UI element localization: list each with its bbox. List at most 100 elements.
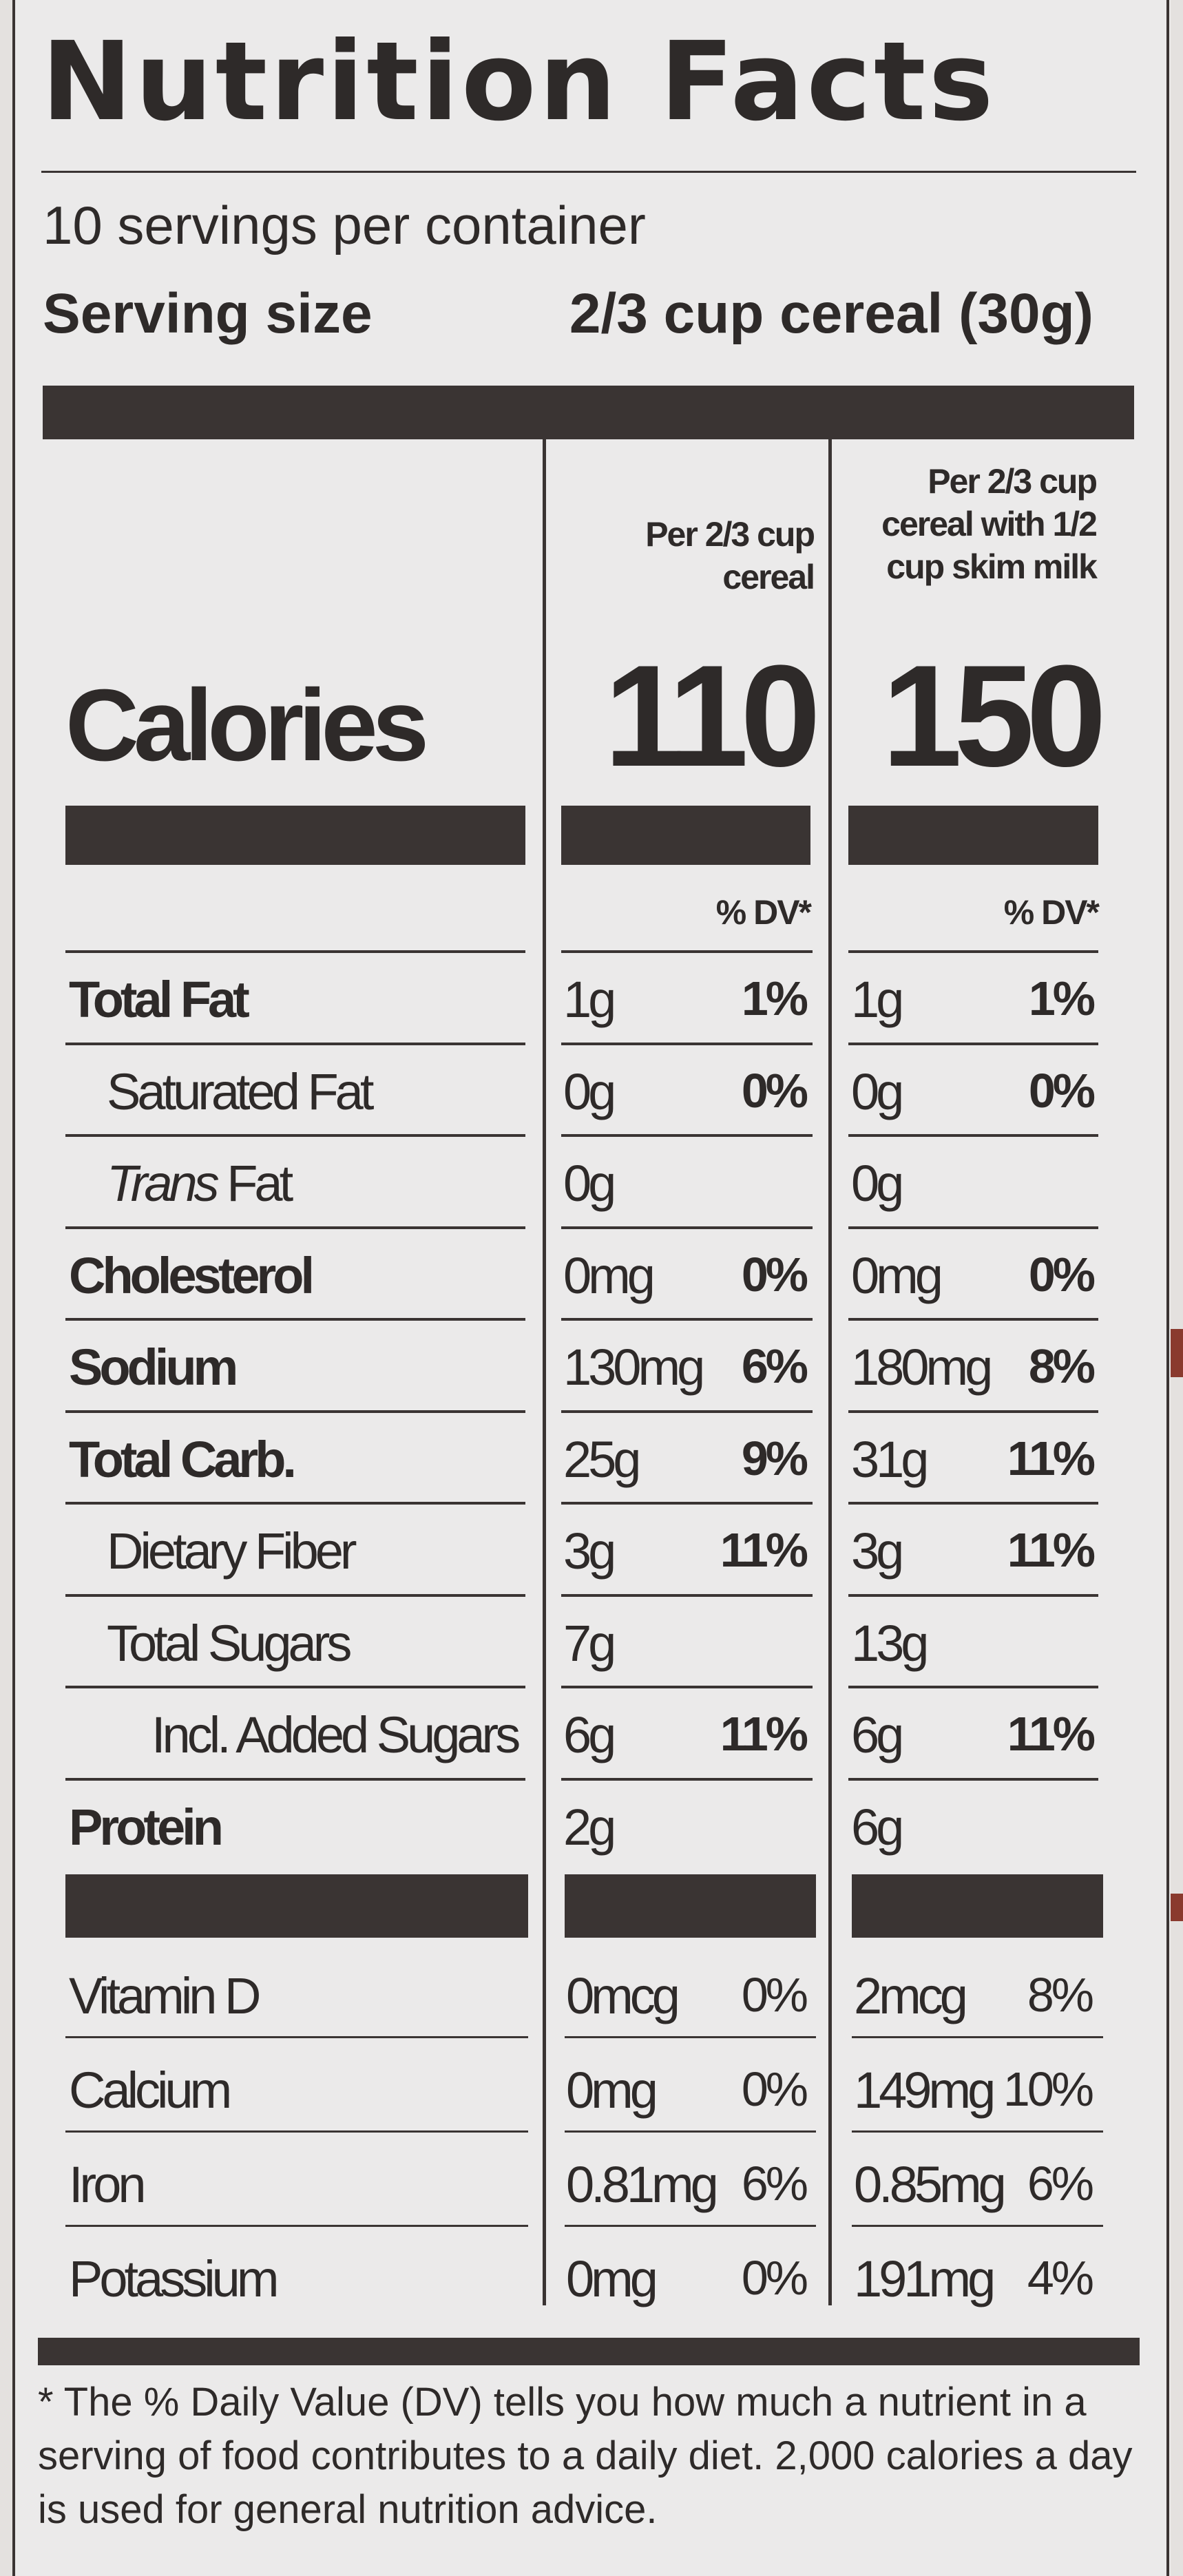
- dv-col2: 0%: [1028, 1063, 1096, 1118]
- row-rule: [561, 950, 813, 953]
- vitamin-dv-col2: 8%: [1027, 1968, 1094, 2022]
- row-rule: [852, 2036, 1103, 2038]
- row-rule: [561, 1593, 813, 1597]
- vitamin-dv-col2: 10%: [1003, 2062, 1094, 2116]
- row-rule: [65, 1593, 525, 1597]
- vitamin-name: Calcium: [69, 2062, 232, 2119]
- column-divider: [543, 439, 546, 2305]
- dv-col1: 11%: [720, 1707, 808, 1761]
- dv-col1: 1%: [741, 972, 808, 1025]
- row-rule: [848, 1686, 1098, 1688]
- vitamin-dv-col2: 4%: [1027, 2251, 1094, 2305]
- nutrient-name-suffix: Fat: [216, 1155, 293, 1212]
- vitamin-amount-col2: 0.85mg: [854, 2156, 1007, 2213]
- column-2-header-line: cereal with 1/2: [881, 505, 1098, 543]
- vitamin-amount-col2: 191mg: [854, 2250, 996, 2307]
- footnote-divider: [38, 2338, 1140, 2365]
- dv-col2: 11%: [1007, 1523, 1096, 1577]
- amount-col2: 0g: [851, 1155, 904, 1212]
- row-rule: [561, 1226, 813, 1229]
- vitamins-bar: [65, 1874, 528, 1938]
- amount-col1: 7g: [563, 1614, 616, 1672]
- amount-col2: 31g: [851, 1430, 929, 1488]
- row-rule: [848, 1502, 1098, 1505]
- row-rule: [65, 1410, 525, 1413]
- amount-col1: 0mg: [563, 1246, 656, 1304]
- amount-col2: 6g: [851, 1798, 904, 1856]
- row-rule: [565, 2036, 816, 2038]
- dv-col2: 11%: [1007, 1707, 1096, 1761]
- row-rule: [561, 1777, 813, 1781]
- footnote-line: * The % Daily Value (DV) tells you how m…: [38, 2380, 1087, 2425]
- amount-col1: 6g: [563, 1706, 616, 1763]
- calories-value-col2: 150: [881, 635, 1107, 797]
- nutrient-name: Total Fat: [69, 971, 250, 1028]
- row-rule: [848, 1042, 1098, 1045]
- nutrient-name: Total Carb.: [69, 1430, 297, 1488]
- amount-col1: 3g: [563, 1522, 616, 1580]
- vitamin-amount-col1: 0mcg: [566, 1967, 680, 2024]
- column-1-header: Per 2/3 cup cereal: [558, 513, 815, 598]
- dv-col2: 8%: [1028, 1339, 1096, 1393]
- footnote-line: is used for general nutrition advice.: [38, 2487, 658, 2532]
- amount-col2: 3g: [851, 1522, 904, 1580]
- row-rule: [65, 2036, 528, 2038]
- calories-bar: [848, 806, 1098, 865]
- row-rule: [561, 1502, 813, 1505]
- row-rule: [848, 1410, 1098, 1413]
- calories-value-col1: 110: [604, 635, 821, 797]
- nutrient-name: Total Sugars: [107, 1614, 352, 1672]
- vitamin-dv-col1: 6%: [741, 2157, 808, 2210]
- vitamin-dv-col1: 0%: [741, 2251, 808, 2305]
- row-rule: [561, 1042, 813, 1045]
- row-rule: [848, 1593, 1098, 1597]
- vitamin-dv-col2: 6%: [1027, 2157, 1094, 2210]
- column-2-header-line: Per 2/3 cup: [928, 462, 1098, 501]
- thick-divider: [43, 386, 1134, 439]
- vitamin-amount-col2: 149mg: [854, 2062, 996, 2119]
- nutrient-name: Incl. Added Sugars: [151, 1706, 521, 1763]
- package-edge-mark: [1171, 1329, 1183, 1377]
- nutrient-name: Sodium: [69, 1339, 238, 1396]
- column-2-header-line: cup skim milk: [886, 547, 1098, 586]
- row-rule: [848, 1226, 1098, 1229]
- amount-col2: 0g: [851, 1062, 904, 1120]
- row-rule: [65, 1318, 525, 1321]
- dv-col1: 9%: [741, 1431, 808, 1485]
- label-title: Nutrition Facts: [41, 19, 996, 145]
- column-1-header-line: Per 2/3 cup: [645, 515, 815, 554]
- amount-col2: 1g: [851, 971, 904, 1028]
- dv-header-col2: % DV*: [1003, 893, 1100, 932]
- vitamin-name: Iron: [69, 2156, 146, 2213]
- dv-col1: 0%: [741, 1063, 808, 1118]
- calories-label: Calories: [65, 669, 429, 782]
- vitamin-amount-col1: 0mg: [566, 2062, 658, 2119]
- amount-col1: 25g: [563, 1430, 641, 1488]
- column-divider: [828, 439, 832, 2305]
- row-rule: [561, 1686, 813, 1688]
- serving-size-value: 2/3 cup cereal (30g): [569, 282, 1093, 345]
- calories-bar: [65, 806, 525, 865]
- vitamin-dv-col1: 0%: [741, 2062, 808, 2116]
- package-edge-left: [0, 0, 12, 2576]
- amount-col2: 0mg: [851, 1246, 943, 1304]
- row-rule: [65, 2225, 528, 2227]
- column-1-header-line: cereal: [722, 558, 815, 596]
- dv-col1: 11%: [720, 1523, 808, 1577]
- package-edge-mark: [1171, 1894, 1183, 1921]
- amount-col1: 1g: [563, 971, 616, 1028]
- row-rule: [65, 1686, 525, 1688]
- row-rule: [852, 2225, 1103, 2227]
- row-rule: [65, 1502, 525, 1505]
- dv-col2: 11%: [1007, 1431, 1096, 1485]
- package-edge-right: [1171, 0, 1183, 2576]
- vitamins-bar: [565, 1874, 816, 1938]
- amount-col1: 0g: [563, 1155, 616, 1212]
- row-rule: [848, 1134, 1098, 1137]
- row-rule: [561, 1134, 813, 1137]
- nutrient-name-italic: Trans: [107, 1155, 220, 1212]
- nutrient-name: Cholesterol: [69, 1246, 315, 1304]
- vitamin-name: Potassium: [69, 2250, 279, 2307]
- amount-col2: 6g: [851, 1706, 904, 1763]
- servings-per-container: 10 servings per container: [43, 195, 646, 255]
